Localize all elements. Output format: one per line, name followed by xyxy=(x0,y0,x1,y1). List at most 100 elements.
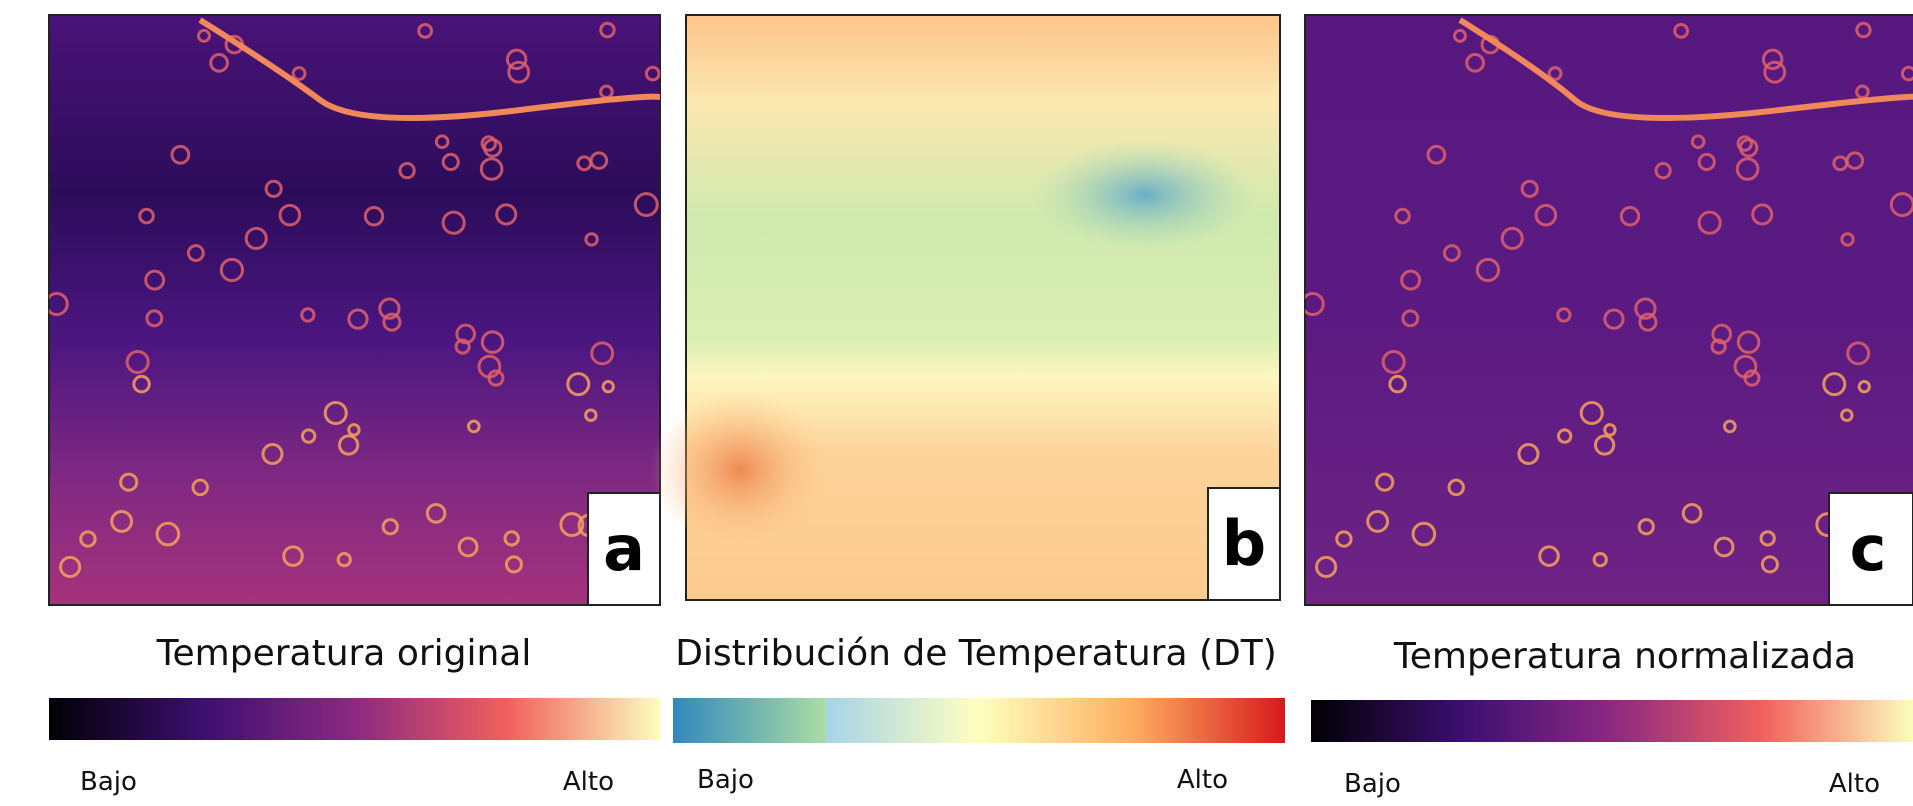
hotspot-ring xyxy=(434,134,450,150)
high-label: Alto xyxy=(563,767,614,797)
hotspot-ring xyxy=(1381,350,1406,375)
hotspot-ring xyxy=(1603,308,1625,330)
hotspot-ring xyxy=(1760,555,1779,574)
hotspot-ring xyxy=(1637,518,1655,536)
hotspot-ring xyxy=(1447,478,1465,497)
hotspot-ring xyxy=(1761,48,1784,71)
hotspot-ring xyxy=(300,307,316,323)
hotspot-ring xyxy=(584,408,598,422)
hotspot-ring xyxy=(337,434,360,456)
panel-letter: b xyxy=(1222,507,1266,580)
panel-letter: c xyxy=(1850,512,1887,585)
hotspot-ring xyxy=(347,308,369,330)
hotspot-ring xyxy=(363,206,385,227)
panel-letter: a xyxy=(603,512,645,585)
hotspot-ring xyxy=(1711,323,1733,345)
hotspot-ring xyxy=(576,155,593,172)
hotspot-ring xyxy=(1759,530,1776,547)
colorbar xyxy=(673,698,1285,743)
letter-box xyxy=(587,492,661,606)
hotspot-ring xyxy=(495,203,518,226)
hotspot-ring xyxy=(457,536,479,558)
hotspot-ring xyxy=(291,66,307,81)
hotspot-ring xyxy=(1556,428,1573,444)
hotspot-ring xyxy=(1733,354,1758,379)
low-label: Bajo xyxy=(697,765,754,795)
hotspot-ring xyxy=(398,162,416,180)
hotspot-ring xyxy=(323,400,348,426)
hotspot-ring xyxy=(1681,502,1703,524)
colorbar xyxy=(1311,700,1913,742)
hotspot-ring xyxy=(1593,434,1616,456)
hotspot-ring xyxy=(1442,244,1461,262)
hotspot-ring xyxy=(467,419,481,434)
hotspot-ring xyxy=(1713,536,1735,558)
hotspot-ring xyxy=(1736,135,1754,152)
hotspot-ring xyxy=(282,545,304,567)
hotspot-ring xyxy=(1475,257,1501,283)
hotspot-ring xyxy=(132,374,151,394)
hotspot-ring xyxy=(1538,545,1560,567)
hotspot-ring xyxy=(601,380,615,394)
caption: Temperatura normalizada xyxy=(1393,636,1856,677)
hotspot-ring xyxy=(480,330,505,354)
hotspot-ring xyxy=(1375,472,1395,492)
hotspot-ring xyxy=(633,192,659,218)
hotspot-ring xyxy=(170,144,191,165)
hotspot-ring xyxy=(381,518,399,536)
hotspot-ring xyxy=(1366,510,1390,533)
hotspot-ring xyxy=(49,292,69,316)
hotspot-ring xyxy=(455,323,477,345)
hotspot-ring xyxy=(1751,203,1774,226)
hotspot-ring xyxy=(1500,226,1524,250)
hotspot-ring xyxy=(1388,374,1407,394)
caption: Temperatura original xyxy=(156,633,532,674)
hotspot-ring xyxy=(505,48,528,71)
panel-a: a Temperatura original Bajo Alto xyxy=(48,14,661,797)
hotspot-ring xyxy=(644,65,660,82)
cold-area xyxy=(1035,140,1255,250)
hotspot-ring xyxy=(1453,28,1467,43)
hotspot-ring xyxy=(1889,192,1913,218)
hotspots xyxy=(49,21,660,579)
hotspot-ring xyxy=(1547,66,1563,81)
hotspot-ring xyxy=(110,510,134,533)
low-label: Bajo xyxy=(80,767,137,797)
hotspot-ring xyxy=(480,135,498,152)
hotspot-ring xyxy=(1846,341,1871,366)
hotspot-ring xyxy=(1579,400,1604,426)
hotspot-ring xyxy=(1400,269,1422,291)
hotspot-ring xyxy=(119,472,139,492)
hotspot-ring xyxy=(507,60,531,84)
hotspot-ring xyxy=(1855,21,1872,39)
hotspot-ring xyxy=(1690,134,1706,150)
hotspot-ring xyxy=(79,530,97,548)
hotspot-ring xyxy=(1315,555,1338,579)
hotspot-ring xyxy=(1840,408,1854,422)
hotspot-ring xyxy=(382,312,402,332)
hotspot-ring xyxy=(599,21,616,39)
caption: Distribución de Temperatura (DT) xyxy=(675,633,1277,674)
hotspot-ring xyxy=(1900,65,1913,82)
hot-area xyxy=(650,390,830,550)
hotspot-ring xyxy=(264,179,283,198)
hotspot-ring xyxy=(1401,309,1420,328)
hotspot-ring xyxy=(261,442,284,466)
hotspot-ring xyxy=(1822,372,1847,397)
hotspot-ring xyxy=(566,372,591,397)
panel-b: b Distribución de Temperatura (DT) Bajo … xyxy=(650,14,1285,795)
hotspot-ring xyxy=(425,502,447,524)
hotspot-ring xyxy=(347,423,361,437)
hotspot-ring xyxy=(503,530,520,547)
hotspot-ring xyxy=(186,244,205,262)
hotspot-ring xyxy=(244,226,268,250)
hotspot-ring xyxy=(1520,179,1539,198)
hotspot-ring xyxy=(1710,338,1727,355)
hotspot-ring xyxy=(1697,152,1716,172)
hotspot-ring xyxy=(138,207,155,225)
hotspot-ring xyxy=(1592,552,1608,568)
hot-line xyxy=(1458,17,1913,121)
hotspot-ring xyxy=(145,309,164,328)
panel-c: c Temperatura normalizada Bajo Alto xyxy=(1304,14,1913,799)
